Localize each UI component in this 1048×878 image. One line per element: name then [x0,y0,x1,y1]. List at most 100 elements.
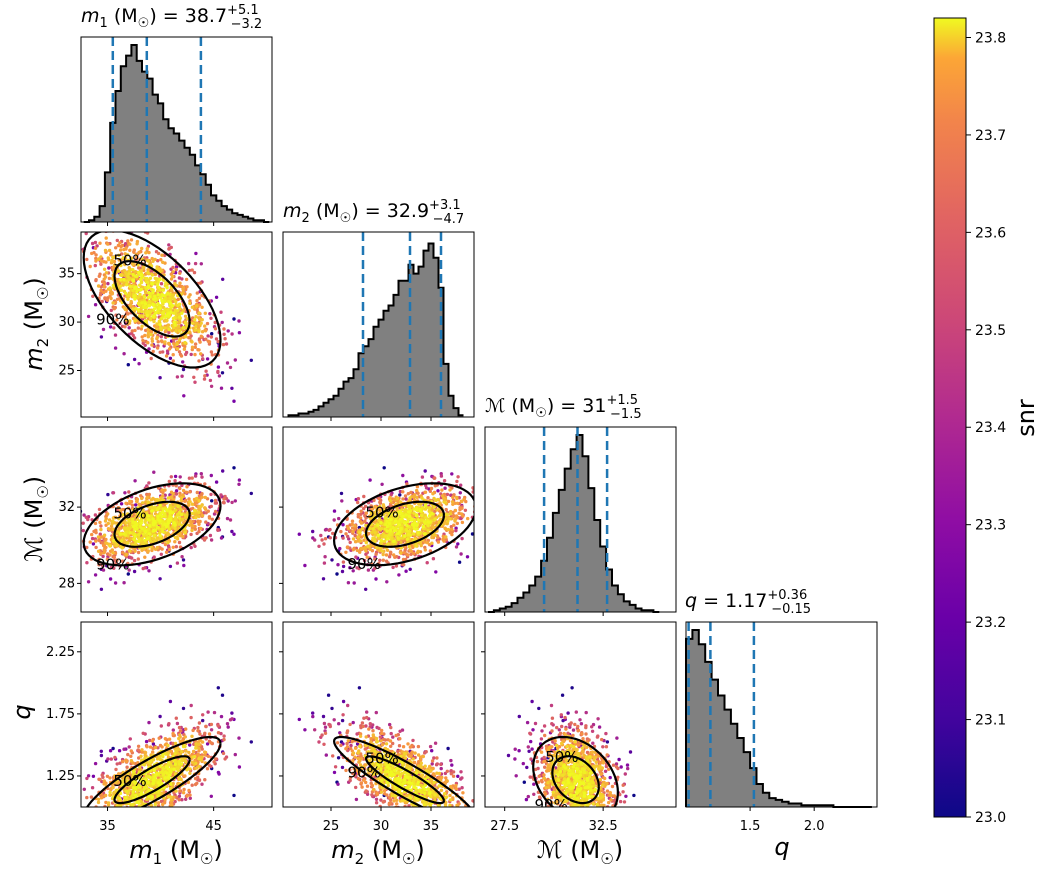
scatter-point [347,527,350,530]
scatter-point [234,358,237,361]
scatter-point [172,270,175,273]
scatter-point [160,316,163,319]
scatter-point [190,353,193,356]
scatter-point [191,729,194,732]
scatter-point [71,222,74,225]
scatter-point [401,497,404,500]
scatter-point [110,757,113,760]
scatter-point [404,508,407,511]
scatter-point [200,306,203,309]
scatter-point [141,813,144,816]
scatter-point [144,291,147,294]
scatter-point [191,476,194,479]
scatter-point [106,757,109,760]
scatter-point [216,528,219,531]
scatter-point [159,812,162,815]
scatter-point [183,500,186,503]
scatter-point [111,301,114,304]
scatter-point [322,577,325,580]
scatter-point [323,561,326,564]
scatter-point [407,510,410,513]
scatter-point [110,809,113,812]
scatter-point [126,753,129,756]
scatter-point [95,815,98,818]
scatter-point [123,853,126,856]
scatter-point [87,580,90,583]
scatter-point [50,532,53,535]
scatter-point [198,297,201,300]
scatter-point [146,537,149,540]
scatter-point [90,814,93,817]
scatter-point [382,559,385,562]
scatter-point [171,732,174,735]
scatter-point [90,533,93,536]
scatter-point [158,811,161,814]
scatter-point [151,509,154,512]
scatter-point [180,277,183,280]
scatter-point [160,553,163,556]
scatter-point [183,774,186,777]
scatter-point [496,513,499,516]
scatter-point [199,281,202,284]
scatter-point [82,824,85,827]
scatter-point [221,371,224,374]
scatter-point [206,322,209,325]
scatter-point [486,479,489,482]
scatter-point [145,740,148,743]
scatter-point [133,570,136,573]
scatter-point [380,549,383,552]
scatter-point [218,374,221,377]
scatter-point [137,748,140,751]
scatter-point [138,530,141,533]
scatter-point [426,541,429,544]
scatter-point [128,809,131,812]
scatter-point [191,512,194,515]
scatter-point [82,823,85,826]
scatter-point [185,491,188,494]
scatter-point [118,241,121,244]
scatter-point [217,365,220,368]
scatter-point [58,209,61,212]
scatter-point [157,286,160,289]
scatter-point [416,531,419,534]
scatter-point [206,767,209,770]
scatter-point [209,534,212,537]
scatter-point [190,340,193,343]
scatter-point [198,721,201,724]
scatter-point [98,521,101,524]
scatter-point [356,549,359,552]
scatter-point [94,832,97,835]
scatter-point [446,493,449,496]
scatter-point [178,733,181,736]
scatter-point [103,811,106,814]
scatter-point [107,256,110,259]
scatter-point [140,273,143,276]
scatter-point [165,286,168,289]
scatter-point [146,281,149,284]
scatter-point [197,765,200,768]
scatter-point [155,322,158,325]
scatter-point [167,331,170,334]
scatter-point [71,834,74,837]
scatter-point [163,488,166,491]
scatter-point [194,742,197,745]
scatter-point [177,748,180,751]
scatter-point [372,527,375,530]
scatter-point [94,848,97,851]
scatter-point [204,725,207,728]
scatter-point [356,535,359,538]
scatter-point [480,471,483,474]
scatter-point [364,549,367,552]
scatter-point [347,581,350,584]
scatter-point [105,271,108,274]
scatter-point [144,819,147,822]
scatter-point [58,521,61,524]
scatter-point [160,745,163,748]
scatter-point [98,814,101,817]
scatter-point [194,516,197,519]
scatter-point [189,716,192,719]
scatter-point [160,515,163,518]
scatter-point [408,496,411,499]
scatter-point [126,541,129,544]
scatter-point [114,346,117,349]
